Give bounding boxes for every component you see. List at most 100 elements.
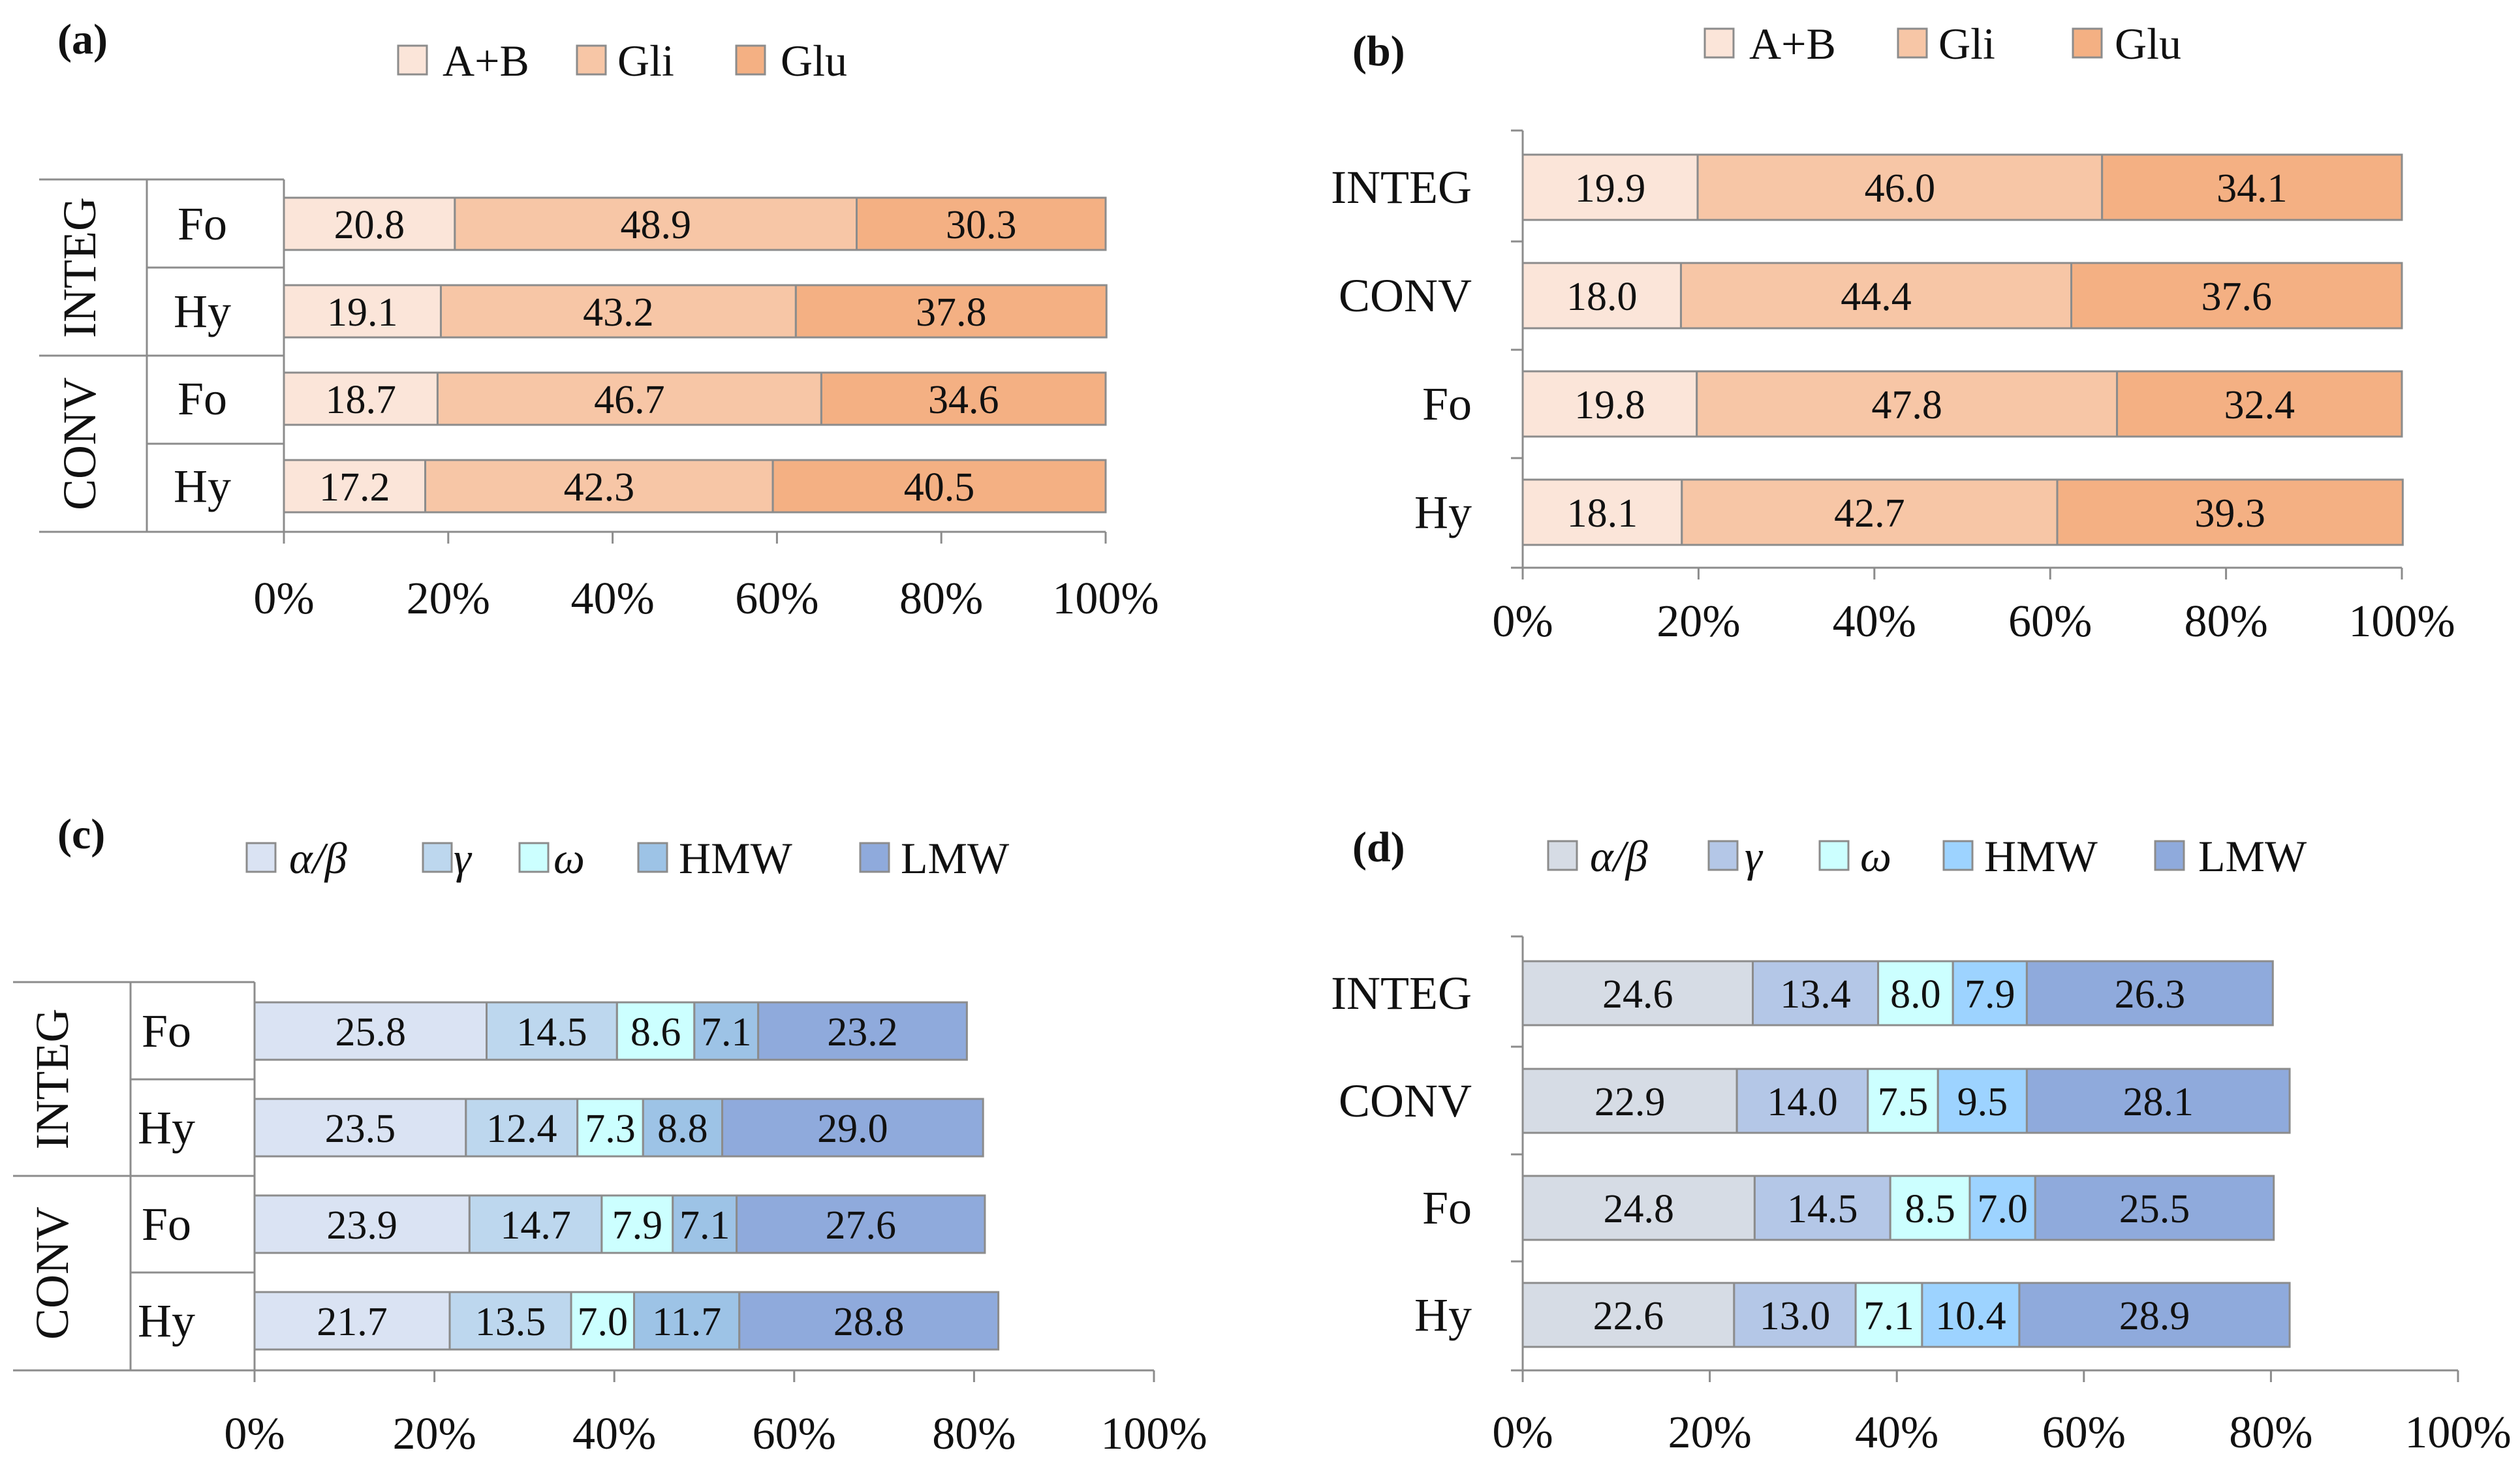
legend-item: Glu [735,36,847,85]
bar [2025,1068,2291,1134]
bar [615,1001,696,1061]
bar-segment: 47.8 [1696,370,2119,438]
bar [2056,478,2404,546]
data-label: 22.9 [1594,1080,1666,1124]
bar [1681,478,2059,546]
group-label: INTEG [54,197,106,338]
legend-item: γ [422,833,473,883]
legend-label: Glu [2115,19,2181,69]
legend-label: Gli [1938,19,1995,69]
bar [424,459,774,514]
data-label: 26.3 [2115,972,2186,1017]
x-tick-label: 100% [1100,1409,1207,1459]
bar [1521,1175,1756,1241]
bar-segment: 23.9 [253,1194,471,1254]
legend-item: HMW [1942,831,2098,881]
data-label: 19.1 [327,290,398,335]
bar-segment: 19.9 [1521,153,1699,221]
bar-segment: 22.9 [1521,1068,1738,1134]
data-label: 34.1 [2217,166,2288,211]
data-label: 7.5 [1878,1080,1929,1124]
category-label: CONV [1339,1075,1472,1127]
bar-segment: 37.6 [2070,262,2403,330]
category-label: INTEG [1331,967,1472,1019]
legend-swatch [1942,840,1974,871]
bar [2034,1175,2275,1241]
bar-segment: 7.3 [576,1098,644,1158]
bar-segment: 25.8 [253,1001,488,1061]
category-label: Hy [174,285,231,337]
data-label: 12.4 [486,1107,557,1151]
data-label: 11.7 [652,1300,721,1344]
data-label: 30.3 [946,203,1017,247]
legend-swatch [1703,27,1735,59]
panel-label: (a) [57,16,108,63]
bar [1921,1282,2021,1348]
panel-label: (d) [1352,824,1405,871]
data-label: 42.7 [1834,491,1905,536]
data-label: 14.7 [500,1203,571,1248]
bar [1696,370,2119,438]
legend-label: Gli [617,36,674,85]
bar-segment: 17.2 [283,459,427,514]
bar-segment: 7.0 [1968,1175,2036,1241]
legend-swatch [859,842,890,873]
data-label: 43.2 [583,290,654,335]
bar [1733,1282,1857,1348]
bar-segment: 7.1 [672,1194,738,1254]
bar [436,371,822,426]
bar [1867,1068,1939,1134]
bar-segment: 8.8 [642,1098,724,1158]
legend-swatch [1547,840,1578,871]
x-tick-label: 100% [2404,1408,2511,1458]
legend-swatch [735,44,766,76]
bar [448,1291,572,1351]
bar-segment: 20.8 [283,196,456,251]
bar [738,1291,1000,1351]
x-tick-label: 60% [2042,1408,2126,1458]
data-label: 23.5 [325,1107,396,1151]
legend-swatch [1897,27,1928,59]
bar [757,1001,968,1061]
bar [1877,960,1954,1026]
bar [1521,153,1699,221]
legend-item: ω [518,833,585,883]
bar-segment: 8.6 [615,1001,696,1061]
bar-segment: 7.9 [1952,960,2028,1026]
legend-label: A+B [443,36,529,85]
legend: α/β γ ω HMW LMW [245,833,1010,883]
data-label: 46.0 [1865,166,1936,211]
data-label: 29.0 [817,1107,888,1151]
bar-segment: 18.0 [1521,262,1682,330]
bar [633,1291,741,1351]
legend-swatch [397,44,428,76]
bar [1937,1068,2028,1134]
bar-segment: 13.4 [1752,960,1880,1026]
data-label: 40.5 [904,465,975,510]
category-label: Hy [138,1102,195,1154]
bar-segment: 18.1 [1521,478,1683,546]
data-label: 42.3 [564,465,635,510]
bar-segment: 9.5 [1937,1068,2028,1134]
bar-segment: 18.7 [283,371,439,426]
group-label: CONV [26,1207,78,1340]
category-label: Hy [138,1295,195,1347]
bar [1854,1282,1923,1348]
legend-item: HMW [637,833,793,883]
data-label: 27.6 [826,1203,897,1248]
data-label: 7.1 [701,1010,752,1055]
category-label: Fo [1422,1182,1472,1234]
bar-segment: 14.5 [1753,1175,1891,1241]
bar-segment: 7.1 [693,1001,760,1061]
data-label: 7.0 [1977,1187,2028,1231]
bar [721,1098,984,1158]
bar-segment: 28.8 [738,1291,1000,1351]
category-label: CONV [1339,270,1472,322]
legend-item: A+B [1703,19,1836,69]
bar-segment: 28.9 [2018,1282,2291,1348]
data-label: 24.8 [1603,1187,1674,1231]
bar-segment: 22.6 [1521,1282,1735,1348]
data-label: 20.8 [334,203,405,247]
bar [1952,960,2028,1026]
bar [1521,478,1683,546]
